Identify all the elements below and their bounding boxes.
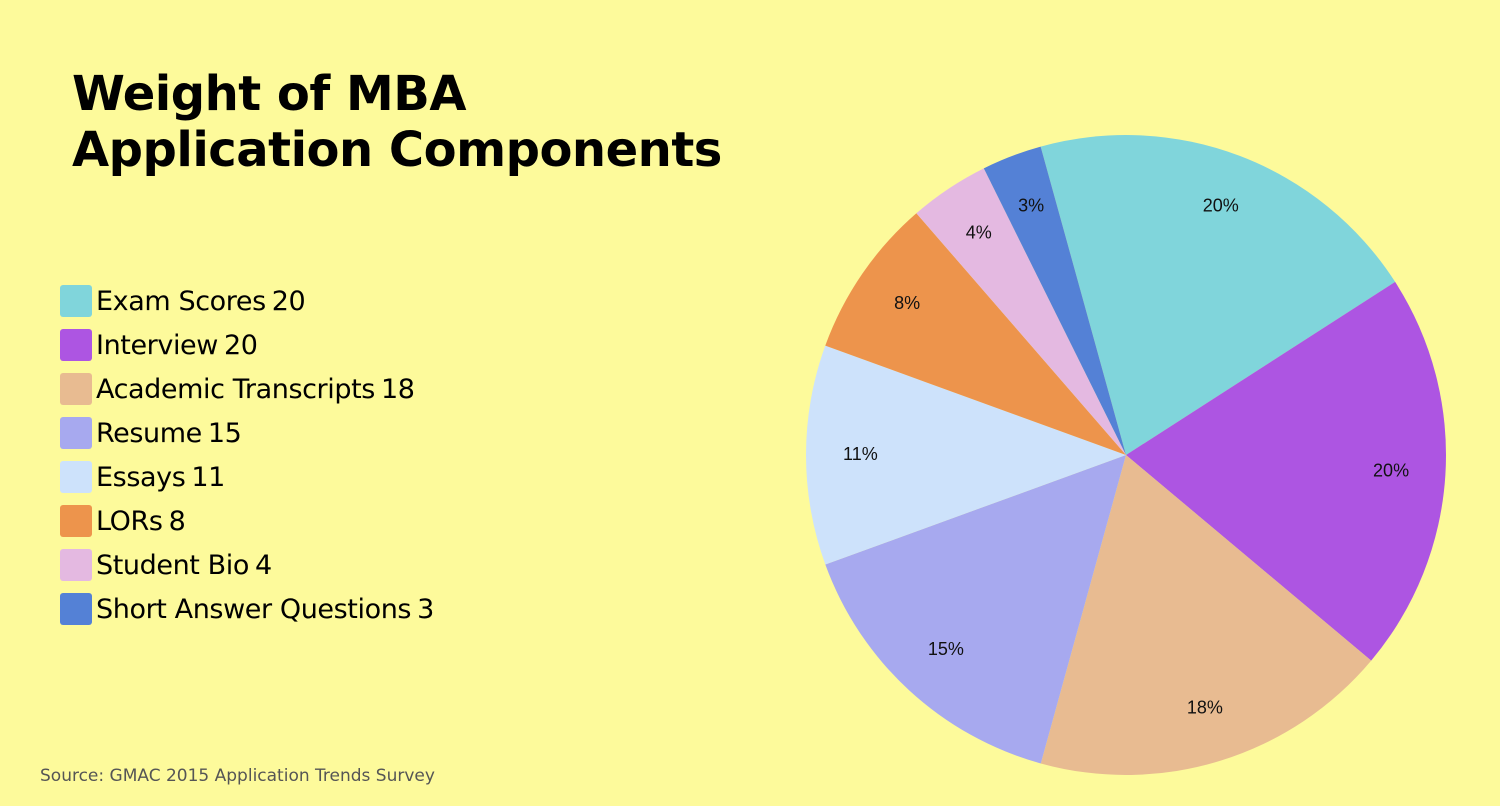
legend-swatch — [60, 461, 92, 493]
slice-label: 4% — [966, 223, 992, 243]
legend-value: 8 — [168, 505, 186, 537]
pie-slice — [806, 345, 1126, 565]
legend-label: Short Answer Questions 3 — [96, 594, 434, 625]
legend-swatch — [60, 329, 92, 361]
slice-label: 20% — [1203, 196, 1239, 216]
legend-item: Resume 15 — [60, 411, 434, 455]
legend-label: Exam Scores 20 — [96, 285, 306, 317]
legend-label: Essays 11 — [96, 462, 225, 493]
legend-value: 4 — [255, 549, 272, 581]
legend-swatch — [60, 417, 92, 449]
legend-item: LORs 8 — [60, 499, 434, 543]
legend-label: Resume 15 — [96, 417, 242, 449]
legend: Exam Scores 20 Interview 20 Academic Transcr… — [60, 279, 434, 631]
slice-label: 3% — [1018, 196, 1044, 216]
legend-item: Exam Scores 20 — [60, 279, 434, 323]
legend-category: Exam Scores — [96, 285, 266, 317]
legend-swatch — [60, 285, 92, 317]
chart-title-line-2: Application Components — [72, 122, 722, 178]
slice-label: 18% — [1187, 697, 1223, 717]
legend-value: 3 — [417, 593, 434, 625]
legend-label: LORs 8 — [96, 505, 186, 537]
legend-item: Student Bio 4 — [60, 543, 434, 587]
pie-slice — [916, 168, 1126, 455]
legend-item: Academic Transcripts 18 — [60, 367, 434, 411]
source-note: Source: GMAC 2015 Application Trends Sur… — [40, 766, 435, 786]
chart-title: Weight of MBA Application Components — [72, 66, 722, 178]
legend-category: Academic Transcripts — [96, 373, 375, 405]
legend-swatch — [60, 505, 92, 537]
legend-label: Student Bio 4 — [96, 550, 272, 581]
legend-label: Interview 20 — [96, 330, 258, 361]
slice-label: 11% — [843, 444, 878, 464]
legend-item: Interview 20 — [60, 323, 434, 367]
legend-category: Student Bio — [96, 549, 250, 581]
legend-value: 20 — [223, 329, 258, 361]
pie-slice — [825, 455, 1126, 764]
chart-title-line-1: Weight of MBA — [72, 66, 466, 122]
pie-slice — [1040, 135, 1396, 456]
legend-category: Essays — [96, 461, 186, 493]
legend-value: 18 — [380, 373, 415, 405]
legend-value: 11 — [191, 461, 225, 493]
legend-item: Short Answer Questions 3 — [60, 587, 434, 631]
slice-label: 20% — [1373, 461, 1409, 481]
legend-swatch — [60, 593, 92, 625]
pie-slice — [1126, 281, 1446, 661]
slice-label: 15% — [928, 639, 964, 659]
legend-swatch — [60, 549, 92, 581]
legend-value: 20 — [271, 285, 306, 317]
pie-slice — [983, 146, 1126, 455]
legend-category: Short Answer Questions — [96, 593, 412, 625]
legend-category: Resume — [96, 417, 202, 449]
legend-item: Essays 11 — [60, 455, 434, 499]
legend-category: LORs — [96, 505, 163, 537]
legend-category: Interview — [96, 329, 218, 361]
slice-label: 8% — [894, 293, 920, 313]
legend-value: 15 — [207, 417, 242, 449]
pie-slice — [1040, 455, 1372, 775]
pie-slice — [825, 213, 1126, 455]
legend-label: Academic Transcripts 18 — [96, 374, 415, 405]
legend-swatch — [60, 373, 92, 405]
